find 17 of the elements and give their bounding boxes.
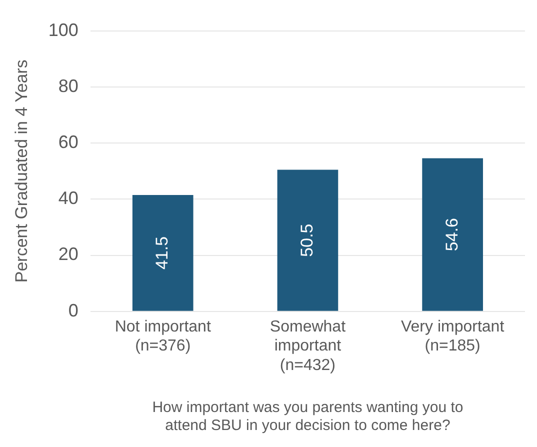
x-axis-title: How important was you parents wanting you to attend SBU in your decision to come here? <box>152 399 464 434</box>
x-tick-label: Not important (n=376) <box>114 318 212 355</box>
y-tick-label: 20 <box>58 244 78 264</box>
y-tick-label: 100 <box>48 20 78 40</box>
y-tick-label: 80 <box>58 76 78 96</box>
x-tick-label: Very important (n=185) <box>400 318 505 355</box>
y-tick-label: 60 <box>58 132 78 152</box>
bar <box>277 170 338 311</box>
bar <box>422 158 483 311</box>
data-label: 41.5 <box>152 236 172 270</box>
x-tick-label: Somewhat important (n=432) <box>270 318 346 374</box>
y-axis-title: Percent Graduated in 4 Years <box>12 60 31 283</box>
y-tick-label: 0 <box>68 300 78 320</box>
data-label: 54.6 <box>442 218 462 252</box>
data-label: 50.5 <box>297 224 316 257</box>
y-tick-label: 40 <box>58 188 78 208</box>
bar <box>132 194 194 311</box>
